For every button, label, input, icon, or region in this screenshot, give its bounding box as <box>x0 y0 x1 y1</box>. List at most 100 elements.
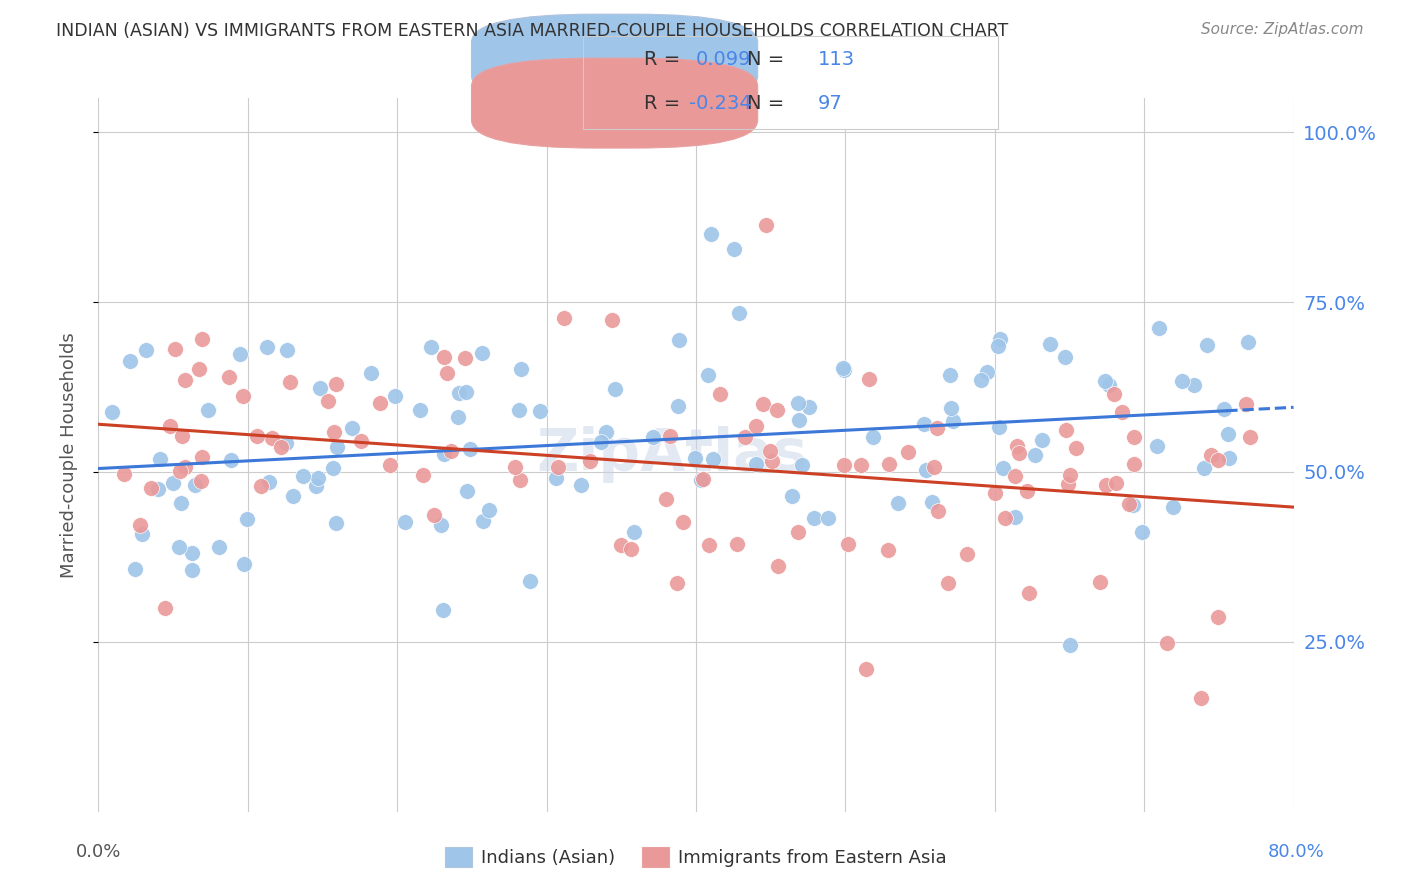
Point <box>1206 610 1229 624</box>
Point <box>1171 374 1194 388</box>
Point <box>987 419 1010 434</box>
Point <box>668 333 690 347</box>
Point <box>456 483 478 498</box>
Point <box>877 543 900 558</box>
Point <box>544 471 567 485</box>
Point <box>879 458 901 472</box>
Point <box>683 450 706 465</box>
Point <box>1095 478 1118 492</box>
Point <box>447 385 470 400</box>
Point <box>672 516 695 530</box>
Point <box>165 342 187 356</box>
Point <box>173 373 195 387</box>
Point <box>394 515 416 529</box>
Point <box>1004 469 1026 483</box>
Point <box>471 346 494 360</box>
Point <box>939 401 962 416</box>
Point <box>1130 524 1153 539</box>
Point <box>1094 374 1116 388</box>
Point <box>780 489 803 503</box>
Point <box>322 460 344 475</box>
Point <box>159 419 181 434</box>
Point <box>292 469 315 483</box>
Point <box>765 403 787 417</box>
Point <box>666 399 689 413</box>
Point <box>1098 378 1121 392</box>
Point <box>939 368 962 383</box>
Point <box>118 353 141 368</box>
Point <box>610 538 633 552</box>
Point <box>942 414 965 428</box>
Point <box>1018 586 1040 600</box>
Point <box>727 306 749 320</box>
Point <box>924 459 946 474</box>
Point <box>162 475 184 490</box>
Point <box>180 546 202 560</box>
Point <box>725 536 748 550</box>
Point <box>508 403 530 417</box>
Point <box>734 429 756 443</box>
Text: R =: R = <box>644 94 686 112</box>
Point <box>1004 510 1026 524</box>
Point <box>219 453 242 467</box>
Point <box>1122 430 1144 444</box>
Point <box>1147 321 1170 335</box>
Point <box>1104 386 1126 401</box>
Point <box>190 474 212 488</box>
Point <box>360 366 382 380</box>
Text: 97: 97 <box>818 94 842 112</box>
Point <box>173 459 195 474</box>
Point <box>654 491 676 506</box>
Point <box>1088 575 1111 590</box>
Point <box>994 511 1017 525</box>
Point <box>233 557 256 571</box>
Point <box>309 380 332 394</box>
Point <box>620 542 643 557</box>
Point <box>1182 378 1205 392</box>
Point <box>378 458 401 472</box>
Point <box>921 494 943 508</box>
Point <box>181 563 204 577</box>
Point <box>350 434 373 448</box>
Text: 113: 113 <box>818 50 855 69</box>
Point <box>1195 338 1218 352</box>
Point <box>768 559 790 574</box>
Point <box>752 397 775 411</box>
Point <box>128 518 150 533</box>
Point <box>799 401 821 415</box>
Point <box>761 454 783 468</box>
Point <box>984 486 1007 500</box>
Point <box>927 504 949 518</box>
Point <box>170 496 193 510</box>
Point <box>326 440 349 454</box>
Point <box>553 311 575 326</box>
Point <box>316 393 339 408</box>
Point <box>422 508 444 523</box>
Point <box>478 503 501 517</box>
Point <box>832 458 855 472</box>
Point <box>148 483 170 497</box>
Point <box>759 443 782 458</box>
Point <box>1059 638 1081 652</box>
Point <box>246 429 269 443</box>
Point <box>817 511 839 525</box>
Point <box>1218 427 1240 442</box>
Point <box>697 368 720 382</box>
Text: 80.0%: 80.0% <box>1268 843 1324 861</box>
Point <box>262 431 284 445</box>
Point <box>855 661 877 675</box>
Point <box>851 458 873 472</box>
Point <box>623 524 645 539</box>
Point <box>787 396 810 410</box>
Text: 0.099: 0.099 <box>696 50 751 69</box>
Point <box>1005 439 1028 453</box>
Point <box>600 313 623 327</box>
Point <box>112 467 135 481</box>
Point <box>786 524 808 539</box>
Point <box>605 382 627 396</box>
Text: R =: R = <box>644 50 686 69</box>
FancyBboxPatch shape <box>471 14 758 104</box>
Text: 0.0%: 0.0% <box>76 843 121 861</box>
Point <box>745 418 768 433</box>
Point <box>803 510 825 524</box>
